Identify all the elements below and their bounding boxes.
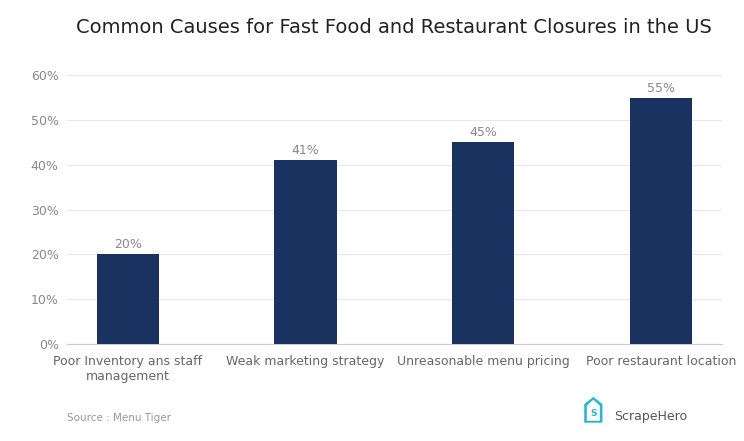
Text: Source : Menu Tiger: Source : Menu Tiger	[67, 413, 171, 423]
Bar	[452, 142, 514, 344]
Text: 55%: 55%	[647, 82, 675, 94]
Text: 20%: 20%	[114, 238, 142, 251]
Bar	[97, 254, 159, 344]
Text: 45%: 45%	[469, 126, 497, 139]
Bar	[275, 161, 336, 344]
Title: Common Causes for Fast Food and Restaurant Closures in the US: Common Causes for Fast Food and Restaura…	[77, 19, 712, 37]
Text: ScrapeHero: ScrapeHero	[614, 410, 687, 423]
Bar	[629, 98, 692, 344]
Text: 41%: 41%	[292, 144, 319, 157]
Text: S: S	[590, 409, 597, 419]
